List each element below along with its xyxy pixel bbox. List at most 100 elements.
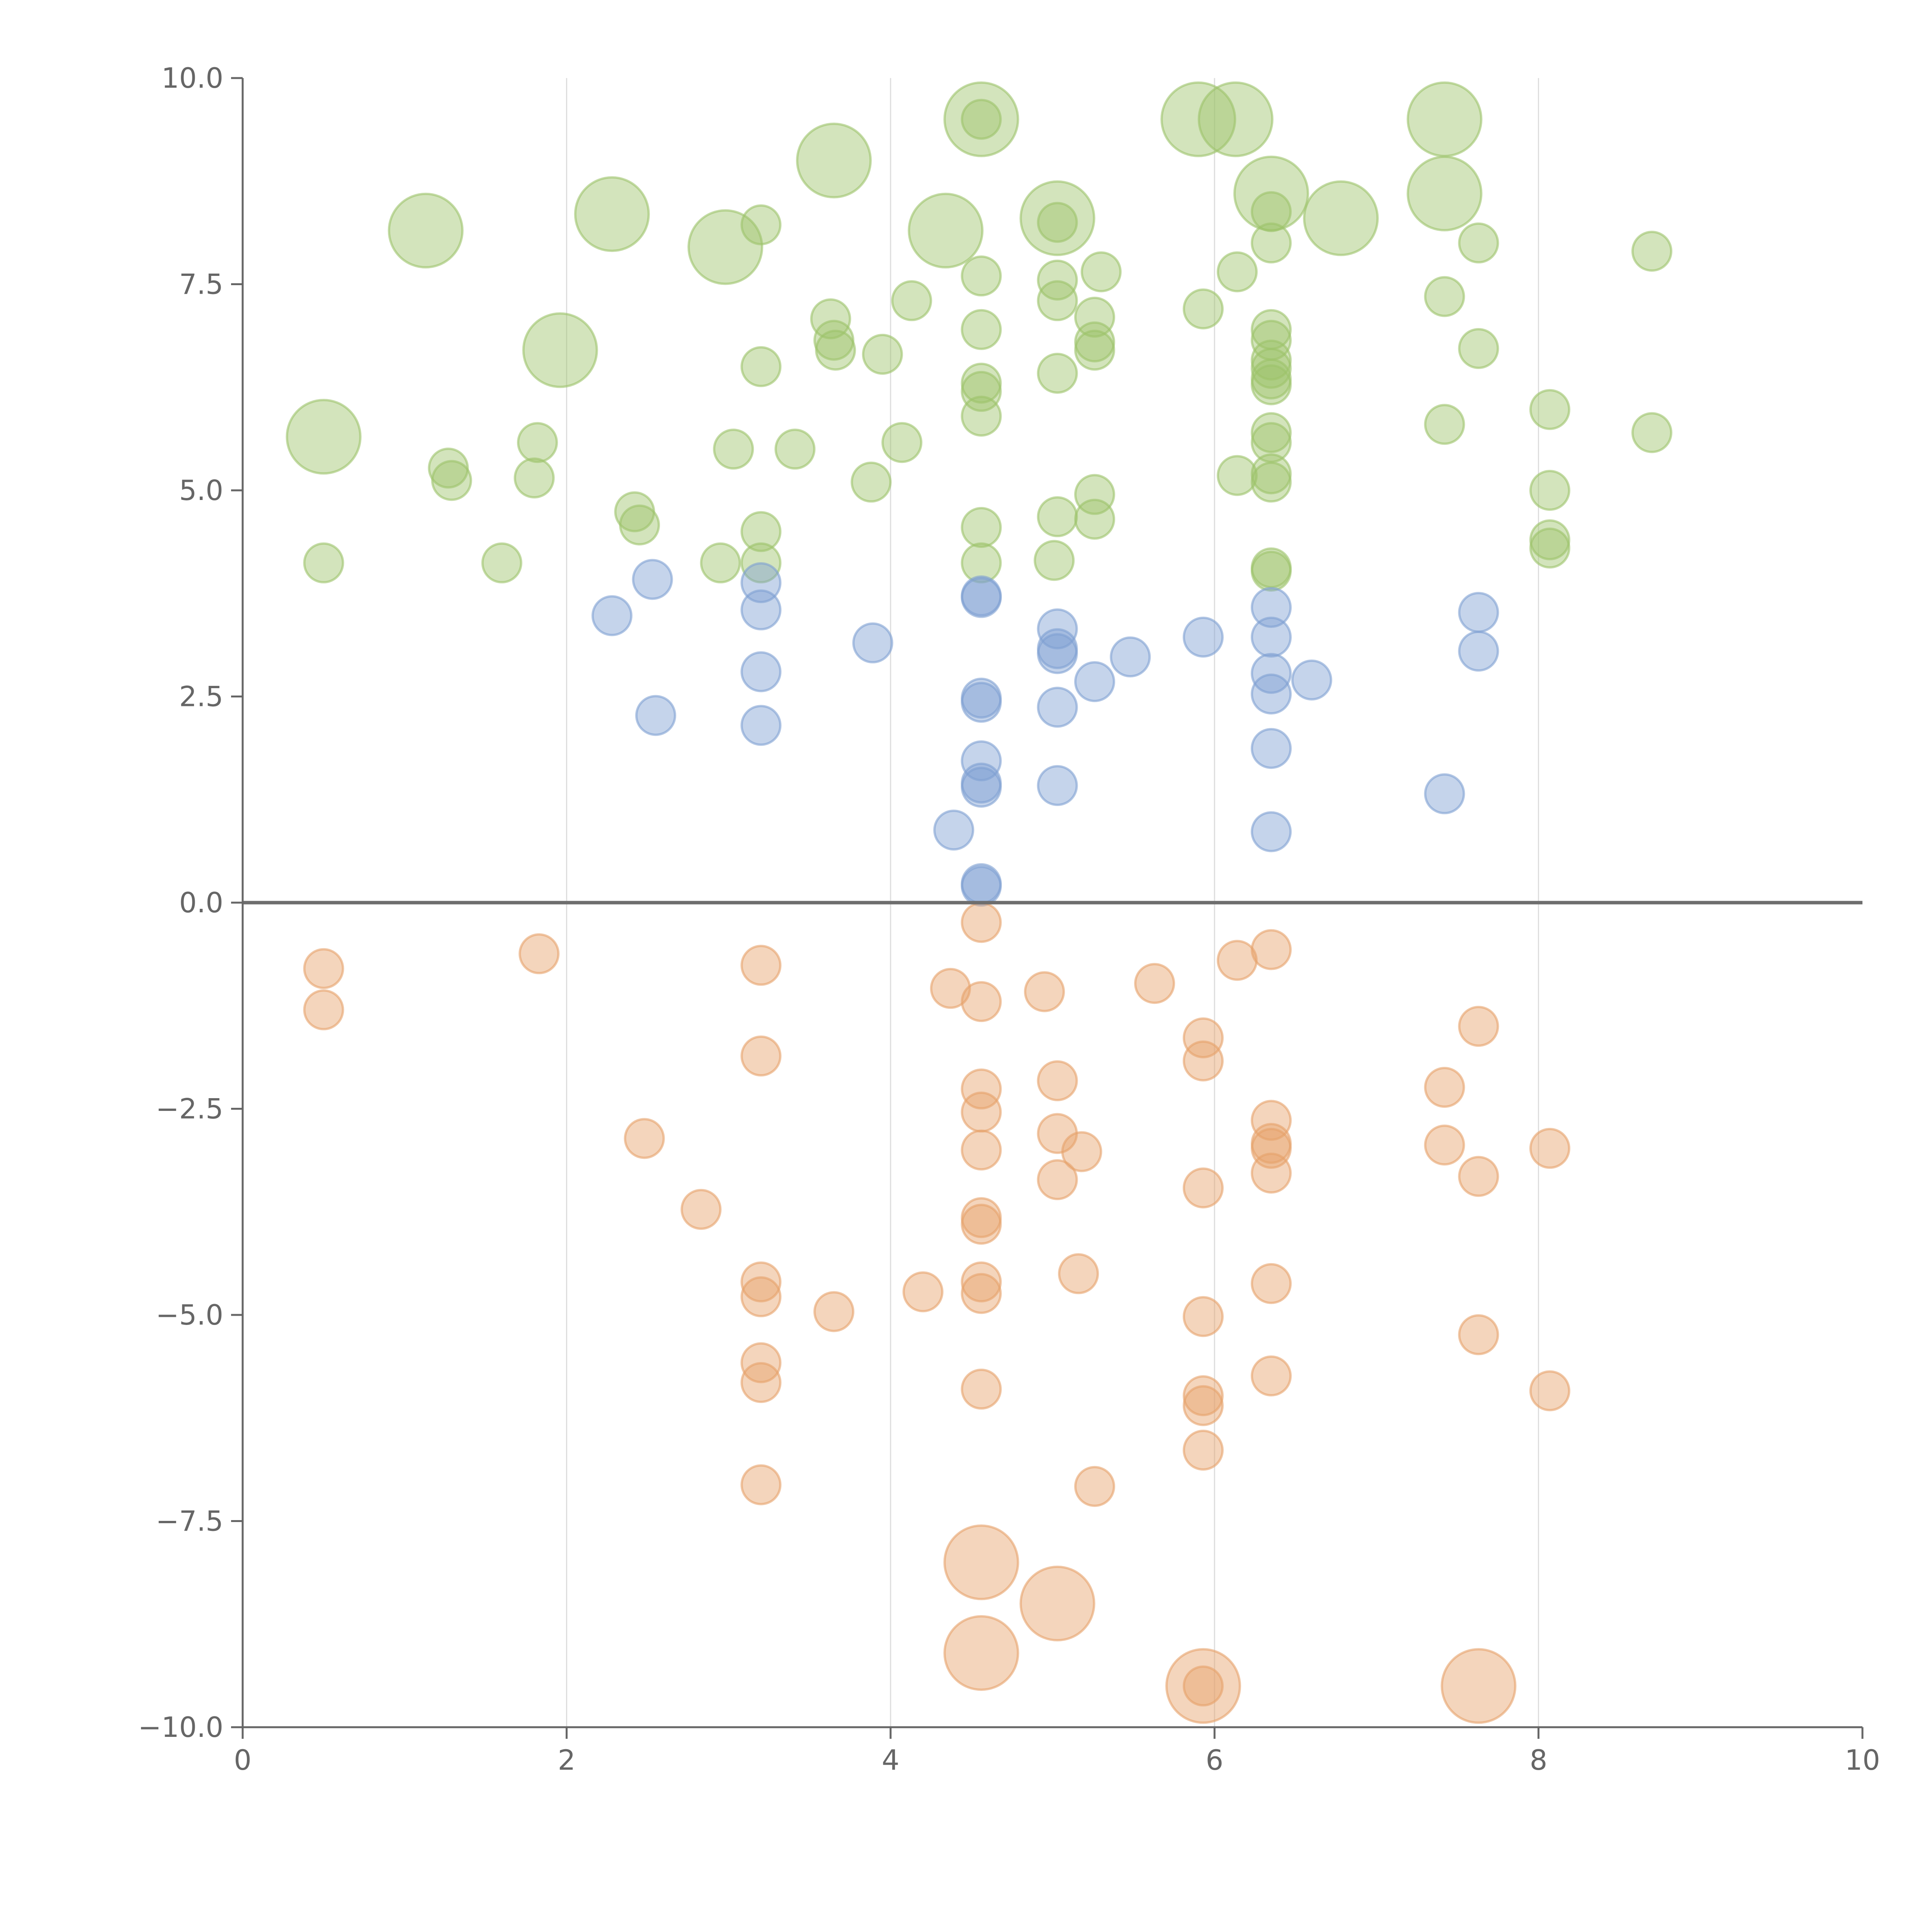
green-bubble — [1631, 231, 1673, 272]
blue-bubble — [852, 622, 893, 663]
blue-bubble — [740, 589, 782, 631]
blue-bubble — [1037, 633, 1078, 674]
green-bubble — [1074, 330, 1115, 371]
green-bubble — [943, 81, 1019, 157]
orange-bubble — [961, 1204, 1002, 1245]
blue-bubble — [1458, 631, 1499, 672]
orange-bubble — [1250, 1128, 1292, 1169]
orange-bubble — [1424, 1124, 1465, 1166]
y-tick-label: 10.0 — [162, 62, 223, 94]
green-bubble — [1037, 496, 1078, 537]
green-bubble — [961, 371, 1002, 412]
green-bubble — [961, 507, 1002, 548]
orange-bubble — [740, 1276, 782, 1318]
y-tick-label: −5.0 — [156, 1299, 223, 1331]
green-bubble — [1631, 412, 1673, 453]
orange-bubble — [1165, 1648, 1241, 1724]
blue-bubble — [1037, 765, 1078, 806]
orange-bubble — [961, 1092, 1002, 1133]
green-bubble — [700, 542, 741, 583]
orange-bubble — [624, 1118, 665, 1159]
green-bubble — [1034, 540, 1075, 581]
green-bubble — [961, 99, 1002, 140]
orange-bubble — [1424, 1067, 1465, 1108]
orange-bubble — [1182, 1375, 1224, 1417]
green-bubble — [1080, 251, 1122, 293]
orange-bubble — [1529, 1370, 1570, 1412]
orange-bubble — [1216, 940, 1258, 981]
green-bubble — [1406, 81, 1483, 157]
x-tick-label: 6 — [1206, 1744, 1223, 1776]
y-tick-label: 2.5 — [179, 680, 223, 713]
orange-bubble — [1250, 1152, 1292, 1194]
green-bubble — [1197, 81, 1274, 157]
bubble-layer — [286, 81, 1673, 1724]
orange-bubble — [1458, 1314, 1499, 1355]
green-bubble — [1529, 470, 1570, 511]
green-bubble — [1074, 498, 1115, 540]
green-bubble — [1250, 551, 1292, 592]
green-bubble — [1424, 276, 1465, 317]
green-bubble — [1037, 352, 1078, 394]
green-bubble — [1216, 251, 1258, 293]
green-bubble — [619, 504, 660, 546]
blue-bubble — [1250, 616, 1292, 658]
orange-bubble — [902, 1271, 944, 1313]
orange-bubble — [1529, 1128, 1570, 1169]
blue-bubble — [1110, 636, 1151, 678]
orange-bubble — [961, 1129, 1002, 1171]
green-bubble — [740, 204, 782, 245]
orange-bubble — [930, 968, 971, 1009]
orange-bubble — [813, 1291, 855, 1332]
y-tick-label: 7.5 — [179, 268, 223, 301]
green-bubble — [431, 460, 472, 501]
blue-bubble — [1291, 659, 1332, 701]
green-bubble — [1074, 296, 1115, 338]
axis-layer: 0 2 4 6 8 10 10.0 7.5 5.0 2.5 0.0 −2.5 −5.0 −7.5 −10.0 — [138, 62, 1880, 1776]
y-tick-label: −2.5 — [156, 1093, 223, 1125]
blue-bubble — [1424, 773, 1465, 815]
orange-bubble — [303, 948, 344, 989]
orange-bubble — [1250, 1355, 1292, 1396]
orange-bubble — [1037, 1060, 1078, 1101]
orange-bubble — [303, 989, 344, 1031]
orange-bubble — [1134, 963, 1175, 1004]
orange-bubble — [961, 1261, 1002, 1303]
orange-bubble — [961, 1273, 1002, 1314]
blue-bubble — [1458, 592, 1499, 633]
orange-bubble — [1182, 1017, 1224, 1058]
blue-bubble — [961, 577, 1002, 618]
green-bubble — [514, 457, 555, 498]
orange-bubble — [1182, 1167, 1224, 1209]
green-bubble — [687, 209, 764, 285]
green-bubble — [815, 330, 856, 371]
green-bubble — [850, 461, 892, 503]
green-bubble — [286, 399, 362, 475]
orange-bubble — [961, 902, 1002, 943]
orange-bubble — [1019, 1565, 1095, 1641]
x-tick-label: 0 — [234, 1744, 252, 1776]
blue-bubble — [1074, 661, 1115, 702]
green-bubble — [1303, 180, 1379, 256]
green-bubble — [1019, 180, 1095, 256]
blue-bubble — [1250, 653, 1292, 694]
green-bubble — [1250, 461, 1292, 503]
y-tick-label: −10.0 — [138, 1711, 223, 1743]
orange-bubble — [1182, 1385, 1224, 1426]
orange-bubble — [680, 1189, 722, 1230]
green-bubble — [713, 429, 754, 470]
green-bubble — [1250, 222, 1292, 264]
green-bubble — [1250, 348, 1292, 389]
orange-bubble — [1024, 971, 1065, 1012]
green-bubble — [1250, 191, 1292, 232]
blue-bubble — [632, 559, 673, 600]
orange-bubble — [1058, 1253, 1099, 1294]
blue-bubble — [1250, 587, 1292, 628]
blue-bubble — [933, 810, 975, 851]
x-tick-label: 10 — [1845, 1744, 1880, 1776]
green-bubble — [517, 422, 558, 463]
orange-bubble — [740, 1464, 782, 1505]
x-tick-label: 4 — [882, 1744, 900, 1776]
green-bubble — [810, 298, 851, 340]
green-bubble — [1037, 202, 1078, 243]
